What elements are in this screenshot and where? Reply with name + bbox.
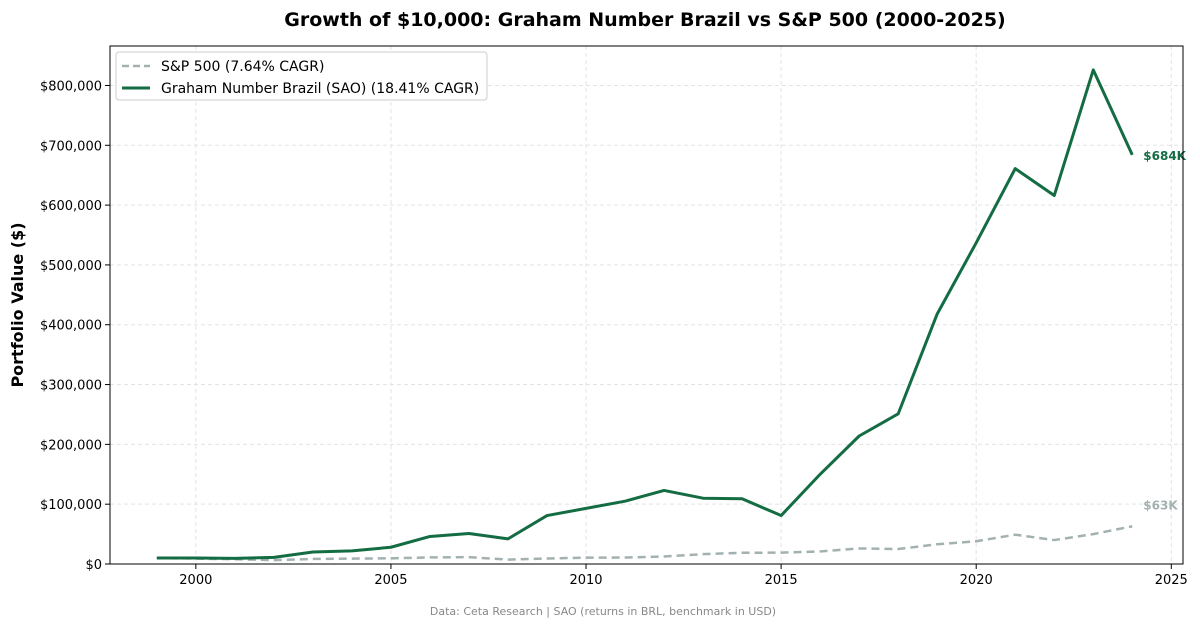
y-tick-label: $200,000 [40, 438, 102, 453]
x-tick-label: 2015 [765, 573, 798, 588]
y-tick-label: $800,000 [40, 79, 102, 94]
end-label-graham: $684K [1143, 149, 1186, 163]
y-tick-label: $300,000 [40, 379, 102, 394]
footnote: Data: Ceta Research | SAO (returns in BR… [430, 605, 776, 618]
y-axis-label: Portfolio Value ($) [8, 222, 27, 387]
y-tick-label: $400,000 [40, 319, 102, 334]
y-tick-label: $0 [85, 558, 102, 573]
series-line-sp500 [156, 525, 1133, 562]
end-label-sp500: $63K [1143, 498, 1178, 512]
chart-title: Growth of $10,000: Graham Number Brazil … [284, 9, 1006, 31]
legend: S&P 500 (7.64% CAGR) Graham Number Brazi… [115, 51, 488, 101]
legend-label-graham: Graham Number Brazil (SAO) (18.41% CAGR) [161, 81, 479, 97]
y-tick-label: $600,000 [40, 199, 102, 214]
y-tick-label: $700,000 [40, 139, 102, 154]
series-line-graham [156, 68, 1134, 560]
x-tick-label: 2010 [569, 573, 602, 588]
plot-frame [109, 45, 1184, 565]
x-tick-label: 2000 [179, 573, 212, 588]
y-tick-label: $500,000 [40, 259, 102, 274]
x-tick-label: 2020 [960, 573, 993, 588]
y-tick-label: $100,000 [40, 498, 102, 513]
x-tick-label: 2005 [374, 573, 407, 588]
x-tick-label: 2025 [1155, 573, 1188, 588]
legend-label-sp500: S&P 500 (7.64% CAGR) [161, 59, 324, 75]
